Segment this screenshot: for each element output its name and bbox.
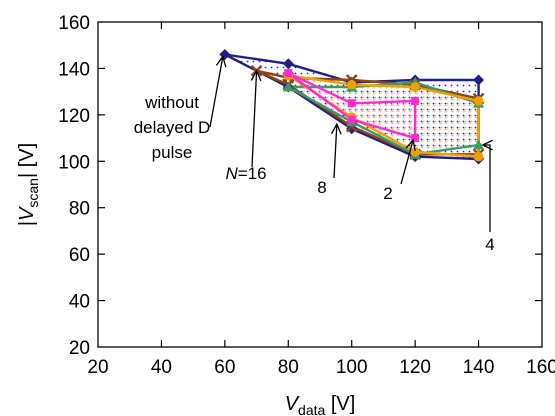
data-point: [473, 74, 485, 86]
data-point: [282, 81, 294, 92]
data-point: [347, 115, 356, 124]
y-axis-title-post: | [V]: [16, 143, 38, 178]
data-point: [346, 123, 358, 135]
x-tick-label: 60: [214, 357, 235, 378]
y-axis-title-sub: scan: [25, 178, 41, 208]
annotation-arrow: [333, 124, 338, 179]
annotation-label: 8: [317, 178, 326, 197]
annotation-label: without: [144, 93, 199, 112]
x-tick-label: 40: [151, 357, 172, 378]
data-point: [284, 69, 293, 78]
y-tick-label: 60: [69, 245, 90, 266]
x-axis-title-unit: [V]: [325, 393, 355, 415]
y-axis-title-main: V: [16, 206, 38, 221]
annotation-arrowhead: [215, 55, 227, 68]
annotation-label: delayed D: [134, 118, 211, 137]
y-axis-title-pre: |: [16, 221, 38, 226]
y-axis-title: |Vscan| [V]: [16, 143, 41, 226]
x-axis-title-main: V: [285, 393, 300, 415]
data-point: [347, 99, 356, 108]
y-tick-label: 120: [58, 106, 90, 127]
annotation-label: 2: [383, 184, 392, 203]
x-tick-label: 120: [399, 357, 431, 378]
data-point: [411, 96, 420, 105]
y-tick-label: 20: [69, 338, 90, 359]
y-tick-label: 140: [58, 59, 90, 80]
data-point: [346, 79, 357, 90]
data-point: [473, 139, 485, 150]
data-point: [473, 96, 484, 106]
annotation-arrow: [209, 56, 224, 128]
annotation-arrowhead: [330, 122, 342, 135]
annotation-arrowhead: [405, 138, 416, 152]
data-point: [282, 58, 294, 70]
x-tick-label: 20: [87, 357, 108, 378]
annotation-arrowhead: [481, 139, 493, 151]
annotation-arrow: [400, 139, 414, 185]
x-tick-label: 100: [336, 357, 368, 378]
annotation-arrowhead: [250, 69, 262, 82]
y-tick-label: 80: [69, 199, 90, 220]
data-point: [410, 147, 420, 157]
x-axis-title: Vdata [V]: [285, 393, 356, 416]
x-tick-label: 160: [526, 357, 555, 378]
x-tick-label: 80: [278, 357, 299, 378]
annotations: without delayed D pulse N=16 8 2 4: [134, 55, 495, 254]
data-point: [411, 134, 420, 143]
annotation-arrow: [251, 70, 258, 168]
data-point: [473, 151, 484, 162]
plot-frame: [97, 21, 543, 348]
data-point: [410, 82, 420, 92]
y-tick-label: 40: [69, 292, 90, 313]
series-lines: [224, 53, 480, 161]
annotation-label: pulse: [152, 143, 193, 162]
annotation-label: N=16: [225, 164, 266, 183]
y-tick-label: 160: [58, 13, 90, 34]
axis-ticks: 20 40 60 80 100 120 140 160 20 40 60 80 100 120 140 160: [58, 13, 555, 378]
x-axis-title-sub: data: [298, 402, 325, 416]
x-tick-label: 140: [463, 357, 495, 378]
annotation-arrow: [482, 144, 491, 232]
y-tick-label: 100: [58, 152, 90, 173]
annotation-label: 4: [485, 235, 494, 254]
series-line: [287, 72, 417, 140]
